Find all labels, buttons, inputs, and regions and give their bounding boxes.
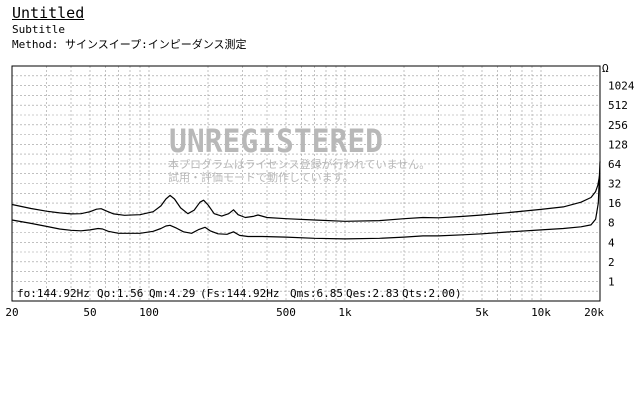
- plot-frame: [11, 65, 601, 302]
- y-tick-label: 512: [608, 99, 628, 112]
- x-tick-label: 100: [139, 306, 159, 319]
- x-tick-label: 5k: [475, 306, 489, 319]
- param-qes: Qes:2.83: [346, 287, 399, 300]
- y-tick-label: 256: [608, 119, 628, 132]
- grid: [12, 66, 600, 301]
- y-tick-label: 4: [608, 236, 615, 249]
- x-tick-label: 10k: [531, 306, 551, 319]
- y-tick-label: 32: [608, 178, 621, 191]
- impedance-curve-upper: [11, 173, 601, 222]
- y-unit-label: Ω: [602, 62, 609, 75]
- series-group: [11, 161, 601, 240]
- x-tick-label: 20k: [584, 306, 604, 319]
- param-qm: Qm:4.29: [149, 287, 195, 300]
- y-tick-label: 128: [608, 138, 628, 151]
- watermark-line1: 本プログラムはライセンス登録が行われていません。: [168, 157, 430, 171]
- impedance-curve-lower: [11, 161, 601, 240]
- y-tick-label: 2: [608, 256, 615, 269]
- chart-title: Untitled: [12, 4, 85, 22]
- param-fo: fo:144.92Hz: [17, 287, 90, 300]
- method-value: サインスイープ:インピーダンス測定: [64, 38, 247, 51]
- param-qms: Qms:6.85: [290, 287, 343, 300]
- param-qts: Qts:2.00): [402, 287, 462, 300]
- watermark: UNREGISTERED 本プログラムはライセンス登録が行われていません。 試用…: [168, 122, 430, 184]
- x-tick-label: 20: [5, 306, 18, 319]
- parameter-readout: fo:144.92Hz Qo:1.56 Qm:4.29 (Fs:144.92Hz…: [17, 287, 462, 300]
- y-tick-labels: 1 2 4 8 16 32 64 128 256 512 1024: [608, 80, 635, 289]
- y-tick-label: 1024: [608, 80, 635, 93]
- x-tick-label: 1k: [338, 306, 352, 319]
- method-label: Method:: [12, 38, 59, 51]
- chart-subtitle: Subtitle: [12, 23, 65, 36]
- y-tick-label: 64: [608, 158, 622, 171]
- y-tick-label: 8: [608, 217, 615, 230]
- param-qo: Qo:1.56: [97, 287, 143, 300]
- watermark-main: UNREGISTERED: [169, 122, 383, 160]
- x-tick-label: 50: [83, 306, 96, 319]
- y-tick-label: 16: [608, 197, 621, 210]
- x-tick-label: 500: [276, 306, 296, 319]
- x-tick-labels: 20 50 100 500 1k 5k 10k 20k: [5, 306, 604, 319]
- param-fs: (Fs:144.92Hz: [200, 287, 279, 300]
- method-line: Method: サインスイープ:インピーダンス測定: [12, 36, 247, 52]
- watermark-line2: 試用・評価モードで動作しています。: [168, 170, 354, 184]
- y-tick-label: 1: [608, 275, 615, 288]
